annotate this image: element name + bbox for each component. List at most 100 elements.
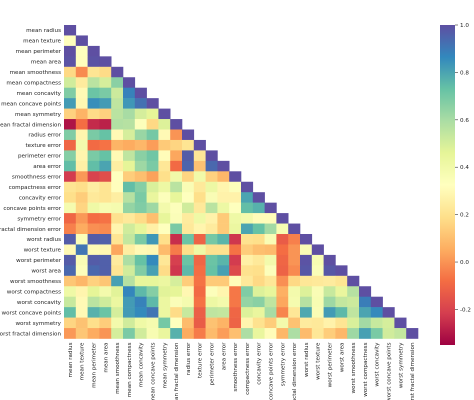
heatmap-cell [123, 265, 136, 277]
heatmap-cell [382, 328, 395, 339]
heatmap-cell [394, 317, 407, 329]
heatmap-cell [229, 286, 242, 297]
heatmap-cell [311, 317, 324, 329]
x-tick-label: concavity error [257, 342, 263, 385]
heatmap-cell [241, 181, 254, 193]
x-axis-labels: mean radius mean texture mean perimeter mea… [68, 342, 416, 400]
heatmap-cell [217, 171, 230, 183]
heatmap-cell [158, 265, 171, 277]
y-tick-label: mean symmetry [15, 112, 62, 118]
heatmap-cell [64, 98, 77, 109]
heatmap-cell [123, 150, 136, 162]
heatmap-cell [64, 234, 77, 245]
heatmap-cell [87, 286, 100, 297]
heatmap-cell [394, 328, 407, 339]
heatmap-cell [217, 265, 230, 277]
heatmap-cell [75, 139, 88, 151]
y-tick-label: radius error [28, 133, 61, 139]
heatmap-cell [229, 202, 242, 214]
y-tick-label: worst symmetry [15, 321, 61, 327]
x-tick-label: worst fractal dimension [410, 342, 416, 400]
heatmap-cell [229, 254, 242, 266]
heatmap-cell [217, 275, 230, 287]
heatmap-cell [288, 286, 301, 297]
heatmap-cell [158, 296, 171, 308]
heatmap-cell [123, 234, 136, 245]
heatmap-cell [75, 317, 88, 329]
y-tick-label: mean concavity [16, 91, 61, 97]
heatmap-cell [134, 296, 147, 308]
heatmap-cell [146, 108, 159, 120]
heatmap-cell [87, 307, 100, 318]
heatmap-cell [205, 213, 218, 224]
heatmap-cell [276, 234, 289, 245]
heatmap-cell [99, 328, 112, 339]
heatmap-cell [64, 45, 77, 57]
heatmap-cell [158, 213, 171, 224]
heatmap-cell [170, 213, 183, 224]
heatmap-cell [264, 307, 277, 318]
heatmap-cell [111, 213, 124, 224]
heatmap-cell [276, 223, 289, 235]
heatmap-cell [146, 171, 159, 183]
heatmap-cell [123, 139, 136, 151]
heatmap-cell [311, 307, 324, 318]
x-tick-label: worst texture [316, 342, 322, 380]
heatmap-cell [146, 192, 159, 203]
heatmap-cell [264, 296, 277, 308]
heatmap-cell [288, 328, 301, 339]
heatmap-cell [134, 202, 147, 214]
y-tick-label: smoothness error [12, 175, 62, 181]
heatmap-cell [134, 171, 147, 183]
heatmap-cell [300, 286, 313, 297]
heatmap-cell [134, 265, 147, 277]
heatmap-cell [359, 286, 372, 297]
heatmap-cell [123, 160, 136, 172]
heatmap-cell [75, 171, 88, 183]
heatmap-cell [99, 108, 112, 120]
heatmap-cell [170, 254, 183, 266]
heatmap-cell [229, 296, 242, 308]
heatmap-cell [347, 296, 360, 308]
heatmap-cell [335, 296, 348, 308]
heatmap-cell [75, 119, 88, 130]
heatmap-cell [406, 328, 419, 339]
heatmap-cell [64, 77, 77, 88]
heatmap-cell [87, 213, 100, 224]
heatmap-cell [276, 265, 289, 277]
heatmap-cell [323, 328, 336, 339]
heatmap-cell [182, 317, 195, 329]
heatmap-cell [146, 119, 159, 130]
heatmap-cell [170, 160, 183, 172]
x-tick-label: mean area [103, 343, 109, 373]
heatmap-cell [158, 328, 171, 339]
heatmap-cell [182, 181, 195, 193]
heatmap-cell [193, 328, 206, 339]
y-tick-label: compactness error [9, 185, 62, 191]
heatmap-cell [99, 66, 112, 78]
heatmap-cell [146, 265, 159, 277]
y-tick-label: worst perimeter [16, 258, 62, 264]
heatmap-cell [170, 223, 183, 235]
heatmap-cell [170, 150, 183, 162]
heatmap-cell [241, 192, 254, 203]
x-tick-label: worst concave points [387, 342, 393, 400]
heatmap-cell [182, 328, 195, 339]
heatmap-cell [64, 150, 77, 162]
colorbar-tick-label: -0.2 [460, 307, 471, 313]
heatmap-cell [359, 296, 372, 308]
heatmap-cell [182, 244, 195, 256]
y-tick-label: worst concavity [17, 300, 62, 306]
heatmap-cell [288, 275, 301, 287]
heatmap-cell [123, 77, 136, 88]
heatmap-cell [134, 119, 147, 130]
heatmap-cell [170, 244, 183, 256]
heatmap-cell [311, 275, 324, 287]
heatmap-cell [252, 254, 265, 266]
heatmap-cell [99, 275, 112, 287]
heatmap-cell [146, 296, 159, 308]
heatmap-cell [87, 317, 100, 329]
heatmap-cell [87, 98, 100, 109]
heatmap-cell [64, 223, 77, 235]
